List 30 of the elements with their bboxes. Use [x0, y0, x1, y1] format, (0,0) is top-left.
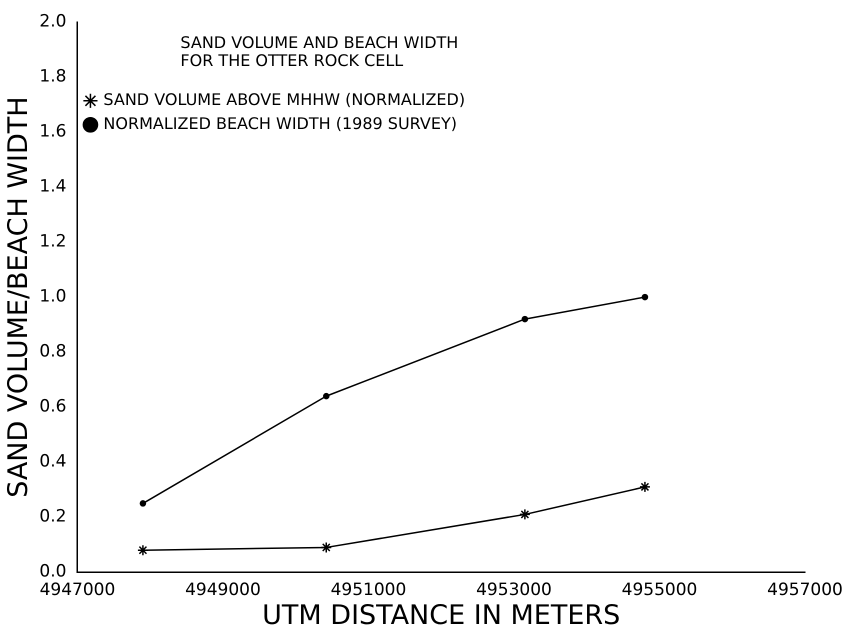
- y-tick-label: 2.0: [39, 11, 66, 32]
- x-tick-label: 4951000: [330, 580, 406, 600]
- x-tick-label: 4957000: [767, 580, 843, 600]
- y-tick-label: 1.0: [39, 286, 66, 307]
- y-tick-label: 0.8: [39, 342, 66, 362]
- x-axis-title: UTM DISTANCE IN METERS: [262, 600, 620, 631]
- text: SAND VOLUME AND BEACH WIDTH FOR THE OTTER ROCK CELL: [180, 33, 458, 70]
- point: [323, 392, 330, 400]
- y-tick-label: 0.0: [39, 562, 66, 582]
- y-tick-label: 1.4: [39, 176, 66, 196]
- y-tick-label: 0.4: [39, 452, 66, 472]
- y-axis-title: SAND VOLUME/BEACH WIDTH: [3, 96, 34, 498]
- point: [639, 481, 651, 493]
- point: [522, 316, 528, 322]
- y-tick-label: 0.2: [39, 506, 66, 527]
- x-tick-label: 4947000: [40, 580, 116, 600]
- x-tick-label: 4955000: [622, 580, 698, 600]
- legend-label: NORMALIZED BEACH WIDTH (1989 SURVEY): [103, 114, 457, 133]
- point: [320, 542, 332, 554]
- y-tick-label: 0.6: [39, 396, 66, 417]
- point: [137, 544, 149, 556]
- y-tick-label: 1.8: [39, 66, 66, 86]
- legend-label: SAND VOLUME ABOVE MHHW (NORMALIZED): [103, 90, 466, 109]
- y-tick-label: 1.2: [39, 232, 66, 252]
- point: [140, 500, 146, 507]
- x-tick-label: 4949000: [185, 580, 261, 600]
- x-tick-label: 4953000: [476, 580, 552, 600]
- point: [519, 508, 531, 520]
- y-tick-label: 1.6: [39, 121, 66, 142]
- point: [642, 294, 648, 300]
